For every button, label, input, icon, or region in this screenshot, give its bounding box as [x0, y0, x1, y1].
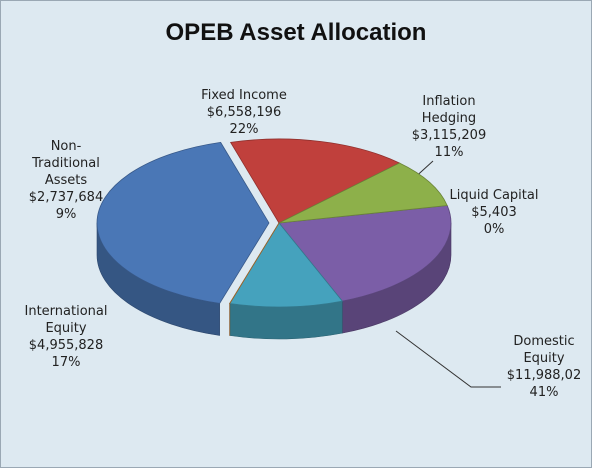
slice: [96, 141, 270, 304]
slice-label: Domestic Equity $11,988,02 41%: [479, 333, 591, 401]
value-label: $6,558,196: [206, 105, 282, 120]
category-label: Inflation Hedging: [421, 94, 477, 126]
category-label: Liquid Capital: [449, 188, 539, 203]
share-label: 41%: [529, 385, 559, 400]
slice-label: Liquid Capital $5,403 0%: [429, 187, 559, 238]
slice: [229, 138, 401, 224]
share-label: 22%: [229, 122, 259, 137]
slice-label: International Equity $4,955,828 17%: [1, 303, 131, 371]
slice-label: Non- Traditional Assets $2,737,684 9%: [1, 138, 131, 223]
value-label: $2,737,684: [28, 190, 104, 205]
category-label: Fixed Income: [201, 88, 287, 103]
slice: [278, 205, 452, 302]
value-label: $4,955,828: [28, 338, 104, 353]
slice: [278, 162, 448, 224]
category-label: Non- Traditional Assets: [32, 139, 100, 188]
value-label: $5,403: [471, 205, 517, 220]
value-label: $11,988,02: [506, 368, 582, 383]
category-label: Domestic Equity: [513, 334, 575, 366]
value-label: $3,115,209: [411, 128, 487, 143]
slice-label: Inflation Hedging $3,115,209 11%: [384, 93, 514, 161]
slice: [229, 222, 344, 308]
share-label: 9%: [55, 207, 77, 222]
share-label: 17%: [51, 355, 81, 370]
share-label: 11%: [434, 145, 464, 160]
slice-label: Fixed Income $6,558,196 22%: [179, 87, 309, 138]
category-label: International Equity: [24, 304, 108, 336]
chart-title: OPEB Asset Allocation: [165, 19, 427, 46]
share-label: 0%: [483, 222, 505, 237]
pie-tops: [96, 138, 452, 308]
slice: [228, 222, 280, 304]
leader-line: [395, 330, 501, 388]
